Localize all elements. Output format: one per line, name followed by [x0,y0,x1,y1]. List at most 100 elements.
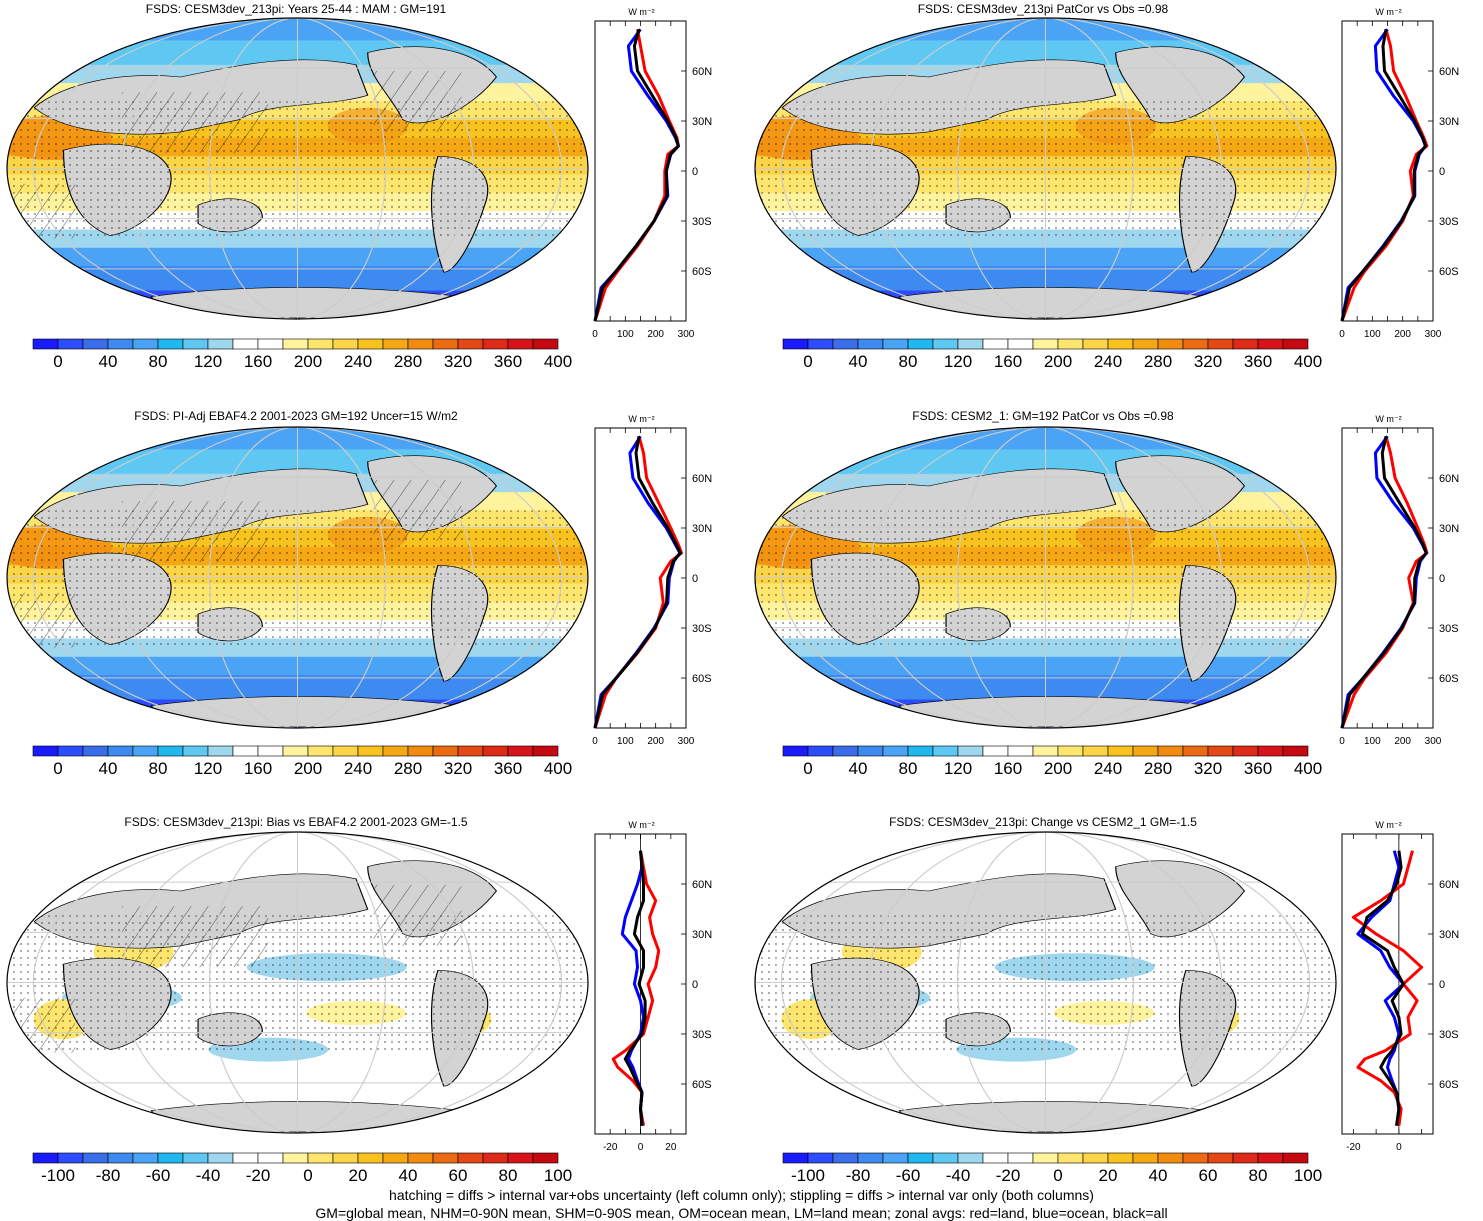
lat-tick-label: 0 [1439,979,1445,991]
colorbar-tick-label: 120 [194,759,222,778]
x-tick-label: 200 [647,736,664,747]
colorbar-tick-label: 280 [394,352,422,371]
lat-tick-label: 30N [1439,523,1459,535]
colorbar-swatch [457,338,484,350]
colorbar-swatch [1207,338,1234,350]
map-plot [754,426,1337,729]
profile-frame [1341,427,1434,729]
colorbar-swatch [332,338,359,350]
colorbar-tick-label: 80 [499,1166,518,1185]
colorbar: 0 40 80 120 160 200 240 280 320 360 400 [782,745,1322,778]
colorbar-swatch [257,745,284,757]
x-tick-label: -20 [603,1142,618,1153]
colorbar-swatch [1282,745,1309,757]
series-all-line [623,850,647,1126]
colorbar-swatch [182,338,209,350]
colorbar-swatch [1207,745,1234,757]
colorbar-tick-label: 360 [494,759,522,778]
map-border [754,17,1337,320]
lat-tick-label: 60N [692,879,712,891]
colorbar-swatch [1007,1152,1034,1164]
lat-tick-label: 60N [1439,66,1459,78]
colorbar-tick-label: 320 [444,352,472,371]
colorbar-swatch [307,745,334,757]
colorbar-tick-label: 160 [244,759,272,778]
lat-tick-label: 30S [1439,216,1459,228]
colorbar-tick-label: -60 [146,1166,171,1185]
x-tick-label: 20 [665,1142,677,1153]
profile-unit-label: W m⁻² [1375,7,1401,17]
footer-line-2: GM=global mean, NHM=0-90N mean, SHM=0-90… [315,1205,1168,1221]
colorbar-swatch [207,1152,234,1164]
x-tick-label: 300 [1425,736,1442,747]
colorbar-tick-label: 400 [544,759,572,778]
colorbar-swatch [207,745,234,757]
colorbar-swatch [957,745,984,757]
colorbar-swatch [482,338,509,350]
colorbar-swatch [1032,1152,1059,1164]
colorbar-tick-label: 0 [303,1166,312,1185]
colorbar-swatch [807,745,834,757]
lat-tick-label: 60S [1439,673,1459,685]
colorbar-swatch [257,1152,284,1164]
colorbar-tick-label: 200 [294,352,322,371]
profile-frame [594,20,687,322]
colorbar-swatch [57,1152,84,1164]
colorbar-swatch [232,338,259,350]
x-tick-label: 0 [592,329,598,340]
lat-tick-label: 30N [692,116,712,128]
colorbar-swatch [307,1152,334,1164]
colorbar-swatch [282,338,309,350]
colorbar-tick-label: -80 [96,1166,121,1185]
lat-tick-label: 0 [1439,573,1445,585]
x-tick-label: 100 [1364,736,1381,747]
colorbar-swatch [1257,1152,1284,1164]
colorbar-tick-label: 40 [849,759,868,778]
colorbar-swatch [482,745,509,757]
lat-tick-label: 30S [692,1029,712,1041]
colorbar-swatch [1182,745,1209,757]
profile-unit-label: W m⁻² [1375,414,1401,424]
x-tick-label: 200 [1394,736,1411,747]
colorbar-swatch [407,745,434,757]
colorbar-tick-label: -20 [996,1166,1021,1185]
lat-tick-label: 60S [692,673,712,685]
x-tick-label: 300 [678,736,695,747]
colorbar-swatch [832,338,859,350]
lat-tick-label: 60S [1439,1079,1459,1091]
profile-unit-label: W m⁻² [628,414,654,424]
lat-tick-label: 0 [692,979,698,991]
colorbar-swatch [1257,745,1284,757]
colorbar-swatch [1182,338,1209,350]
x-tick-label: 0 [1396,1142,1402,1153]
colorbar-tick-label: 280 [394,759,422,778]
colorbar-tick-label: 160 [244,352,272,371]
colorbar-tick-label: 20 [1099,1166,1118,1185]
colorbar-swatch [57,745,84,757]
colorbar-swatch [1107,338,1134,350]
colorbar-tick-label: 120 [944,352,972,371]
colorbar-tick-label: -80 [846,1166,871,1185]
colorbar-swatch [32,745,59,757]
panel-title: FSDS: CESM3dev_213pi: Years 25-44 : MAM … [145,2,447,16]
colorbar-tick-label: -100 [791,1166,825,1185]
colorbar-tick-label: 160 [994,352,1022,371]
colorbar-tick-label: 40 [399,1166,418,1185]
colorbar-tick-label: 400 [1294,352,1322,371]
map-plot [6,17,589,320]
colorbar-tick-label: 280 [1144,352,1172,371]
colorbar-swatch [782,338,809,350]
colorbar-swatch [982,745,1009,757]
colorbar-swatch [1007,338,1034,350]
colorbar-swatch [532,745,559,757]
colorbar-swatch [482,1152,509,1164]
profile-frame [1341,20,1434,322]
colorbar-swatch [982,1152,1009,1164]
colorbar-swatch [1082,745,1109,757]
colorbar-swatch [907,1152,934,1164]
series-all-line [1361,850,1405,1126]
x-tick-label: 0 [638,1142,644,1153]
x-tick-label: 300 [678,329,695,340]
colorbar-tick-label: 80 [1249,1166,1268,1185]
colorbar-swatch [157,1152,184,1164]
